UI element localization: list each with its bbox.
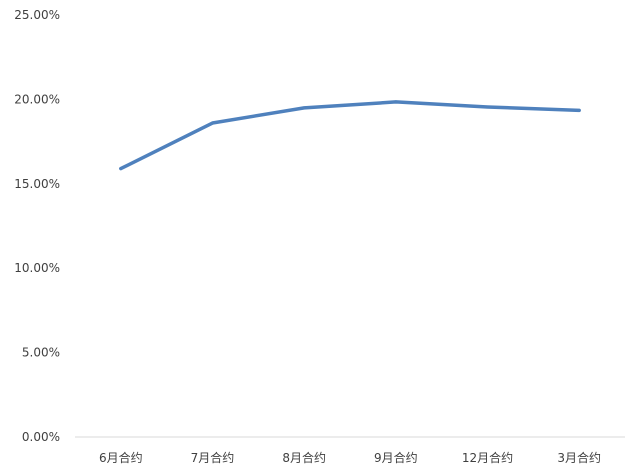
x-tick-label: 3月合约 bbox=[557, 450, 601, 465]
data-point bbox=[302, 106, 306, 110]
y-tick-label: 5.00% bbox=[22, 346, 60, 360]
x-tick-label: 7月合约 bbox=[191, 450, 235, 465]
x-tick-label: 6月合约 bbox=[99, 450, 143, 465]
data-point bbox=[486, 105, 489, 109]
y-tick-label: 10.00% bbox=[14, 261, 60, 275]
data-point bbox=[211, 121, 214, 125]
y-axis-tick-labels: 0.00% 5.00% 10.00% 15.00% 20.00% 25.00% bbox=[14, 8, 60, 444]
x-axis-tick-labels: 6月合约 7月合约 8月合约 9月合约 12月合约 3月合约 bbox=[99, 450, 601, 465]
x-tick-label: 8月合约 bbox=[282, 450, 326, 465]
y-tick-label: 25.00% bbox=[14, 8, 60, 22]
y-tick-label: 20.00% bbox=[14, 92, 60, 106]
y-tick-label: 0.00% bbox=[22, 430, 60, 444]
x-tick-label: 12月合约 bbox=[462, 450, 513, 465]
y-tick-label: 15.00% bbox=[14, 177, 60, 191]
data-point bbox=[119, 167, 123, 171]
x-tick-label: 9月合约 bbox=[374, 450, 418, 465]
data-point bbox=[577, 108, 581, 112]
data-point bbox=[394, 100, 398, 104]
series-line bbox=[119, 100, 581, 171]
series-points bbox=[119, 100, 581, 171]
